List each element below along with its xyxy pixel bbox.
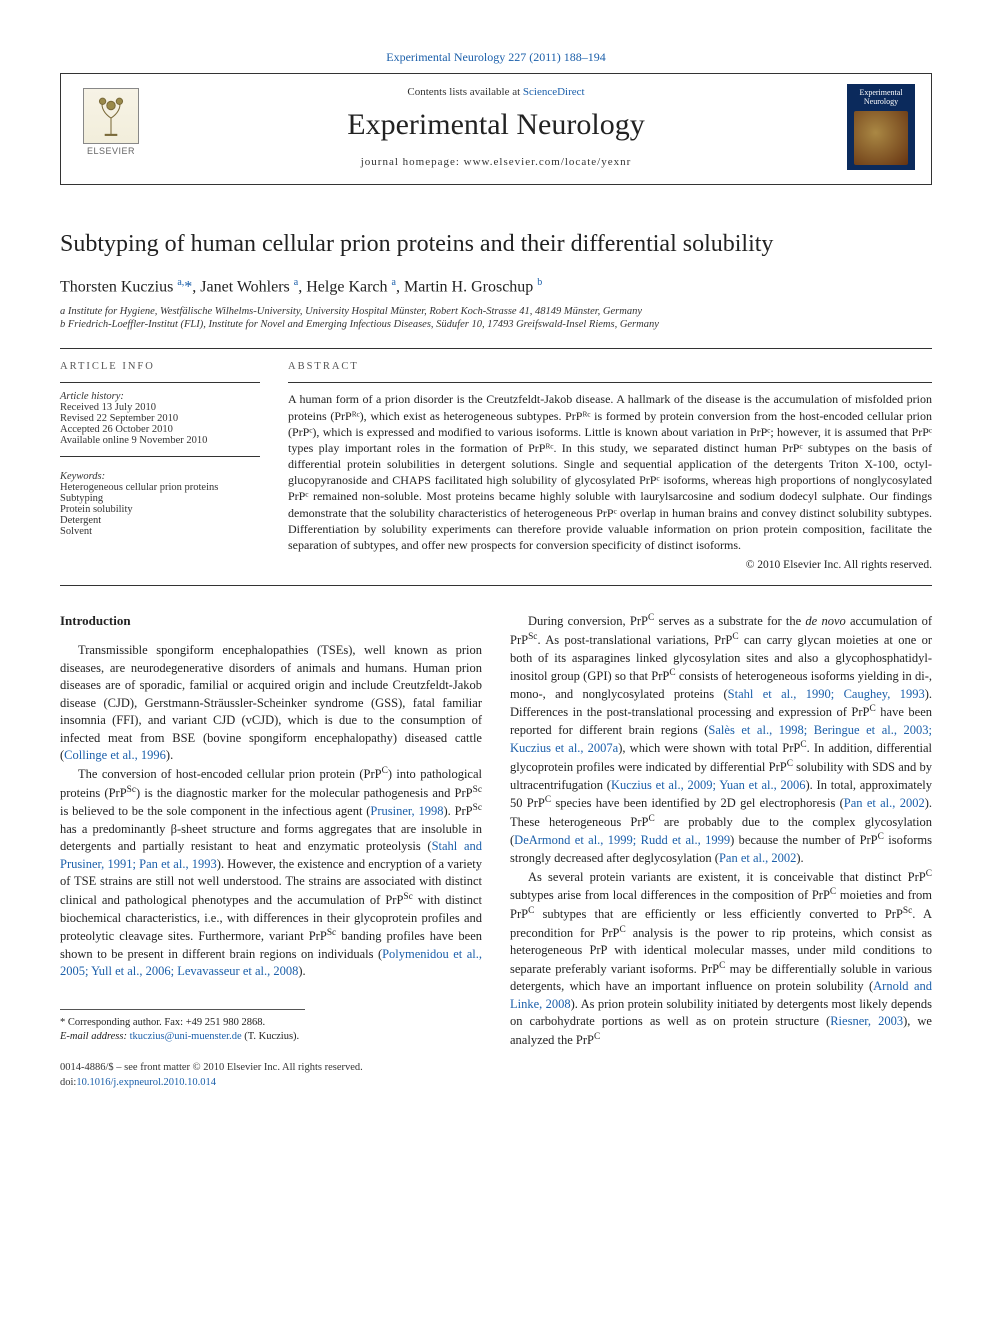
divider — [288, 382, 932, 383]
citation-link[interactable]: Salès et al., 1998; Beringue et al., 200… — [510, 723, 932, 756]
citation-link[interactable]: Arnold and Linke, 2008 — [510, 979, 932, 1011]
journal-cover-thumbnail: Experimental Neurology — [847, 84, 915, 170]
citation-link[interactable]: Pan et al., 2002 — [719, 851, 796, 865]
email-attribution: (T. Kuczius). — [244, 1031, 299, 1042]
doi-line: doi:10.1016/j.expneurol.2010.10.014 — [60, 1076, 482, 1091]
history-label: Article history: — [60, 391, 260, 402]
citation-link[interactable]: Stahl et al., 1990; Caughey, 1993 — [728, 687, 925, 701]
author-list: Thorsten Kuczius a,*, Janet Wohlers a, H… — [60, 277, 932, 296]
publisher-logo: ELSEVIER — [77, 88, 145, 166]
citation-link[interactable]: Polymenidou et al., 2005; Yull et al., 2… — [60, 947, 482, 979]
email-label: E-mail address: — [60, 1031, 127, 1042]
history-item: Available online 9 November 2010 — [60, 435, 260, 446]
history-item: Revised 22 September 2010 — [60, 413, 260, 424]
citation-link[interactable]: Pan et al., 2002 — [844, 796, 925, 810]
body-paragraph: Transmissible spongiform encephalopathie… — [60, 642, 482, 765]
section-heading-introduction: Introduction — [60, 612, 482, 630]
keyword: Subtyping — [60, 493, 260, 504]
body-paragraph: The conversion of host-encoded cellular … — [60, 765, 482, 981]
citation-link[interactable]: Kuczius et al., 2009; Yuan et al., 2006 — [611, 778, 806, 792]
divider — [60, 348, 932, 349]
citation-link[interactable]: Riesner, 2003 — [830, 1014, 903, 1028]
page-footer: 0014-4886/$ – see front matter © 2010 El… — [60, 1061, 482, 1090]
journal-homepage: journal homepage: www.elsevier.com/locat… — [145, 156, 847, 168]
body-paragraph: As several protein variants are existent… — [510, 868, 932, 1050]
abstract-block: abstract A human form of a prion disorde… — [288, 361, 932, 571]
citation-link[interactable]: DeArmond et al., 1999; Rudd et al., 1999 — [514, 834, 730, 848]
body-columns: Introduction Transmissible spongiform en… — [60, 612, 932, 1090]
citation-link[interactable]: Prusiner, 1998 — [370, 804, 443, 818]
right-column: During conversion, PrPC serves as a subs… — [510, 612, 932, 1090]
left-column: Introduction Transmissible spongiform en… — [60, 612, 482, 1090]
divider — [60, 382, 260, 383]
cover-title: Experimental Neurology — [848, 89, 914, 107]
keyword: Detergent — [60, 515, 260, 526]
affiliation: a Institute for Hygiene, Westfälische Wi… — [60, 306, 932, 317]
abstract-copyright: © 2010 Elsevier Inc. All rights reserved… — [288, 559, 932, 571]
journal-header: ELSEVIER Contents lists available at Sci… — [60, 73, 932, 185]
cover-image-icon — [854, 111, 908, 165]
footnotes: * Corresponding author. Fax: +49 251 980… — [60, 1009, 305, 1045]
affiliation: b Friedrich-Loeffler-Institut (FLI), Ins… — [60, 319, 932, 330]
journal-reference-link[interactable]: Experimental Neurology 227 (2011) 188–19… — [386, 50, 606, 64]
publisher-name: ELSEVIER — [87, 146, 135, 156]
divider — [60, 585, 932, 586]
homepage-url: www.elsevier.com/locate/yexnr — [464, 156, 632, 168]
doi-label: doi: — [60, 1077, 76, 1088]
contents-prefix: Contents lists available at — [407, 86, 522, 98]
keyword: Heterogeneous cellular prion proteins — [60, 482, 260, 493]
divider — [60, 456, 260, 457]
article-info-block: article info Article history: Received 1… — [60, 361, 260, 571]
elsevier-tree-icon — [83, 88, 139, 144]
front-matter-line: 0014-4886/$ – see front matter © 2010 El… — [60, 1061, 482, 1076]
sciencedirect-link[interactable]: ScienceDirect — [523, 86, 585, 98]
history-item: Accepted 26 October 2010 — [60, 424, 260, 435]
body-paragraph: During conversion, PrPC serves as a subs… — [510, 612, 932, 867]
journal-title: Experimental Neurology — [145, 108, 847, 142]
keyword: Protein solubility — [60, 504, 260, 515]
abstract-text: A human form of a prion disorder is the … — [288, 391, 932, 553]
citation-link[interactable]: Collinge et al., 1996 — [64, 748, 166, 762]
email-link[interactable]: tkuczius@uni-muenster.de — [130, 1031, 242, 1042]
contents-available-line: Contents lists available at ScienceDirec… — [145, 86, 847, 98]
citation-link[interactable]: Stahl and Prusiner, 1991; Pan et al., 19… — [60, 839, 482, 871]
journal-reference: Experimental Neurology 227 (2011) 188–19… — [60, 50, 932, 65]
article-title: Subtyping of human cellular prion protei… — [60, 229, 932, 259]
keyword: Solvent — [60, 526, 260, 537]
keywords-label: Keywords: — [60, 471, 260, 482]
history-item: Received 13 July 2010 — [60, 402, 260, 413]
abstract-heading: abstract — [288, 361, 932, 372]
email-line: E-mail address: tkuczius@uni-muenster.de… — [60, 1030, 305, 1045]
homepage-prefix: journal homepage: — [361, 156, 464, 168]
article-info-heading: article info — [60, 361, 260, 372]
corresponding-author-note: * Corresponding author. Fax: +49 251 980… — [60, 1016, 305, 1031]
doi-link[interactable]: 10.1016/j.expneurol.2010.10.014 — [76, 1077, 216, 1088]
